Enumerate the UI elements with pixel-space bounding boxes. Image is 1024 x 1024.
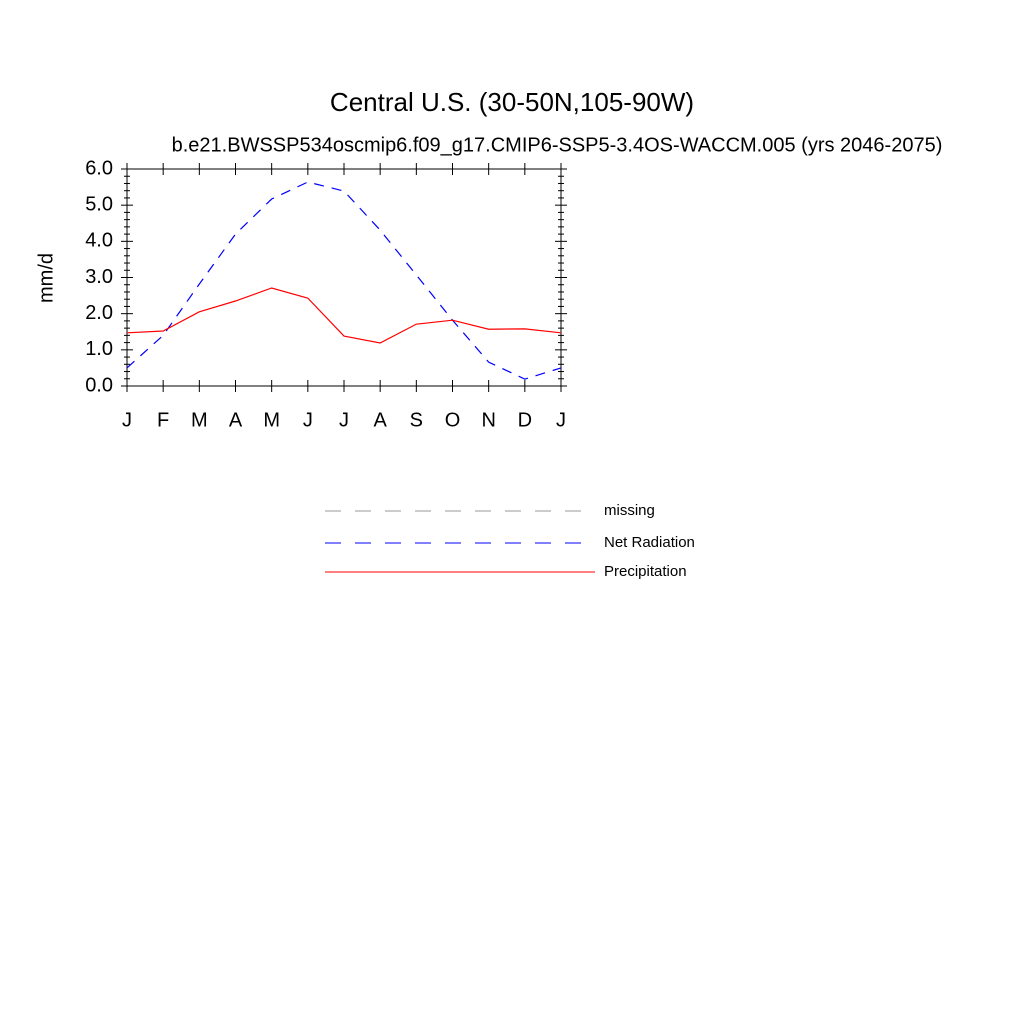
x-tick-label: F: [157, 409, 169, 431]
y-tick-label: 2.0: [85, 302, 113, 324]
series-line: [126, 181, 562, 380]
x-tick-label: N: [481, 409, 495, 431]
series-line: [126, 287, 562, 344]
x-tick-label: J: [339, 409, 349, 431]
plot-frame: [126, 168, 562, 387]
y-tick-label: 3.0: [85, 266, 113, 288]
x-tick-label: J: [122, 409, 132, 431]
legend-label: Precipitation: [604, 563, 687, 580]
y-tick-label: 1.0: [85, 338, 113, 360]
x-tick-label: D: [518, 409, 532, 431]
y-tick-label: 5.0: [85, 193, 113, 215]
chart-title: Central U.S. (30-50N,105-90W): [330, 87, 694, 117]
x-tick-label: M: [191, 409, 208, 431]
y-tick-label: 6.0: [85, 157, 113, 179]
x-tick-label: J: [556, 409, 566, 431]
x-tick-label: O: [445, 409, 461, 431]
legend-label: missing: [604, 502, 655, 519]
y-tick-label: 0.0: [85, 374, 113, 396]
x-tick-label: A: [229, 409, 243, 431]
x-tick-label: S: [410, 409, 423, 431]
legend-label: Net Radiation: [604, 534, 695, 551]
y-axis-label: mm/d: [35, 253, 57, 303]
x-tick-label: A: [373, 409, 387, 431]
y-tick-label: 4.0: [85, 230, 113, 252]
x-tick-label: J: [303, 409, 313, 431]
x-tick-label: M: [263, 409, 280, 431]
chart-subtitle: b.e21.BWSSP534oscmip6.f09_g17.CMIP6-SSP5…: [172, 134, 943, 156]
